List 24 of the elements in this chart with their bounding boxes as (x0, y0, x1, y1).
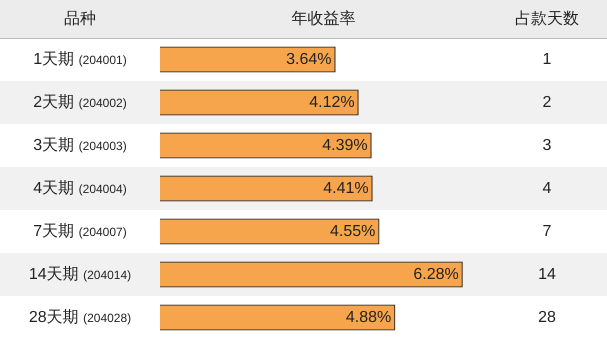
text: 2 (542, 94, 552, 111)
data-label: 6.28% (413, 266, 459, 283)
text: 1 (542, 50, 552, 68)
y-axis-title: 品种 (64, 9, 96, 28)
text: 28 (538, 308, 556, 326)
text: 14 (538, 266, 556, 283)
y-tick-label: 4天期 (204004) (33, 178, 127, 197)
data-label: 4.88% (346, 308, 392, 326)
y-tick-label: 2天期 (204002) (33, 92, 127, 111)
y-tick-label: 28天期 (204028) (28, 308, 132, 326)
y-tick-label: 3天期 (204003) (33, 136, 127, 154)
y-tick-label: 14天期 (204014) (28, 264, 132, 283)
data-label: 4.39% (322, 136, 368, 154)
data-label: 4.41% (323, 180, 369, 197)
chart-title: 年收益率 (292, 9, 356, 28)
text: 占款天数 (515, 9, 579, 28)
data-label: 4.12% (309, 94, 355, 111)
y-tick-label: 7天期 (204007) (33, 222, 127, 240)
text: 4 (542, 180, 552, 197)
text: 7 (542, 222, 552, 240)
text: 3 (542, 136, 552, 154)
y-tick-label: 1天期 (204001) (33, 50, 127, 68)
data-label: 4.55% (330, 222, 376, 240)
data-label: 3.64% (286, 50, 332, 68)
